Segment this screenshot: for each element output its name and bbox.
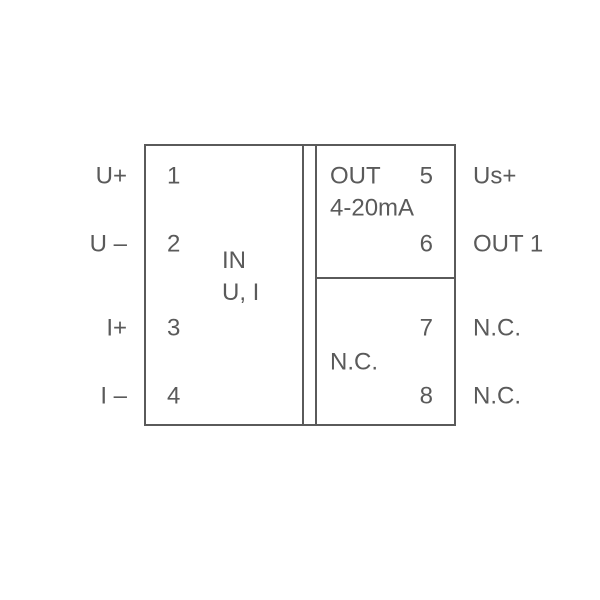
left-ext-label-3: I+	[106, 314, 127, 341]
right-pin-number-8: 8	[420, 382, 433, 409]
left-block-label-line1: IN	[222, 247, 246, 274]
module-outline	[145, 145, 455, 425]
right-ext-label-8: N.C.	[473, 382, 521, 409]
right-bottom-label: N.C.	[330, 348, 378, 375]
right-top-label-line1: OUT	[330, 162, 381, 189]
right-ext-label-7: N.C.	[473, 314, 521, 341]
left-pin-number-4: 4	[167, 382, 180, 409]
left-pin-number-1: 1	[167, 162, 180, 189]
left-pin-number-2: 2	[167, 230, 180, 257]
left-ext-label-1: U+	[96, 162, 127, 189]
right-top-label-line2: 4-20mA	[330, 194, 414, 221]
left-pin-number-3: 3	[167, 314, 180, 341]
right-pin-number-5: 5	[420, 162, 433, 189]
left-block-label-line2: U, I	[222, 279, 259, 306]
right-ext-label-5: Us+	[473, 162, 516, 189]
left-ext-label-2: U –	[90, 230, 128, 257]
right-ext-label-6: OUT 1	[473, 230, 543, 257]
right-pin-number-6: 6	[420, 230, 433, 257]
left-ext-label-4: I –	[100, 382, 127, 409]
right-pin-number-7: 7	[420, 314, 433, 341]
